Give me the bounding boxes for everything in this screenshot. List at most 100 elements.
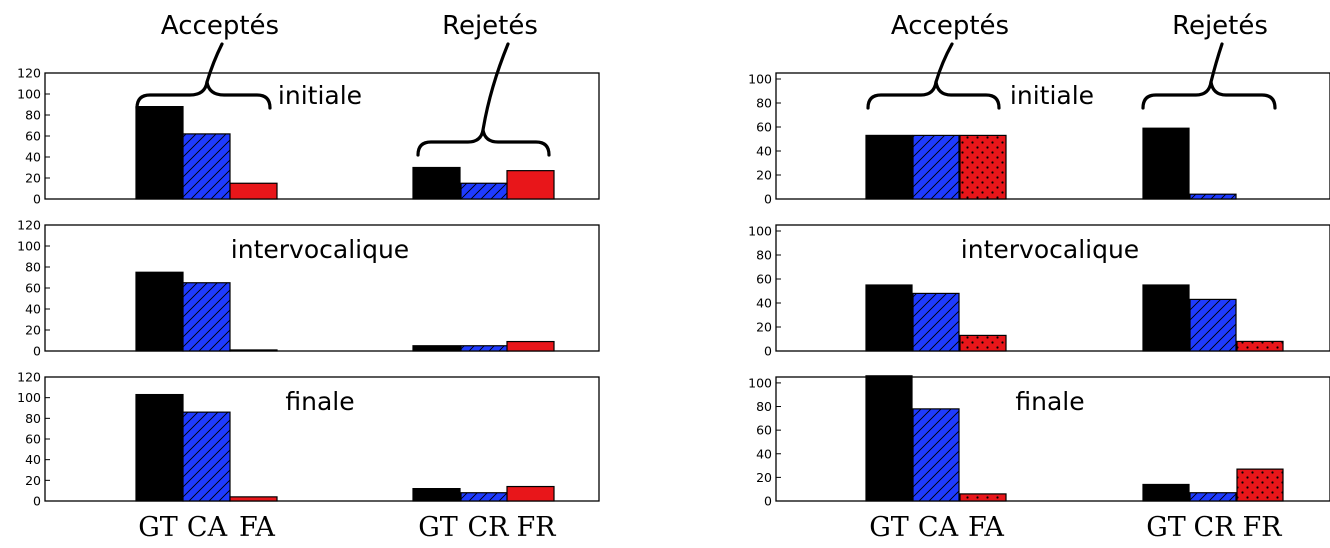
left-rejected-pointer bbox=[481, 42, 510, 132]
right-accepted-pointer bbox=[934, 42, 954, 84]
bar-hatch bbox=[1190, 492, 1236, 501]
bars bbox=[865, 284, 1284, 352]
y-tick-label: 20 bbox=[756, 168, 772, 183]
y-tick-label: 100 bbox=[748, 72, 772, 87]
bar-hatch bbox=[461, 183, 508, 199]
y-tick-label: 60 bbox=[25, 432, 41, 447]
bar-hatch bbox=[1190, 299, 1236, 351]
left-panel-initiale: 0 20 40 60 80 100 120 initiale bbox=[17, 66, 600, 207]
y-tick-label: 0 bbox=[764, 344, 772, 359]
bar-hatch bbox=[913, 135, 959, 199]
y-tick-label: 20 bbox=[756, 470, 772, 485]
panel-title: intervocalique bbox=[961, 235, 1139, 264]
y-tick-label: 100 bbox=[17, 390, 41, 405]
bar-hatch bbox=[1237, 469, 1283, 501]
y-tick-label: 40 bbox=[756, 296, 772, 311]
y-tick-label: 0 bbox=[764, 192, 772, 207]
bar-hatch bbox=[1190, 194, 1236, 199]
category-label: GT bbox=[138, 512, 178, 543]
bar-hatch bbox=[960, 335, 1006, 351]
bar-hatch bbox=[461, 345, 508, 351]
bar-gt bbox=[135, 105, 184, 200]
y-tick-label: 100 bbox=[17, 87, 41, 102]
bar-hatch bbox=[913, 293, 959, 351]
y-tick-label: 20 bbox=[25, 473, 41, 488]
y-ticks: 0 20 40 60 80 100 bbox=[748, 72, 781, 207]
bar-hatch bbox=[913, 408, 959, 501]
bar-fr bbox=[506, 485, 555, 502]
bar-gt bbox=[135, 393, 184, 502]
y-tick-label: 60 bbox=[756, 272, 772, 287]
category-label: FR bbox=[1242, 512, 1282, 543]
right-panel-finale: 0 20 40 60 80 100 finale bbox=[748, 375, 1330, 509]
bars bbox=[135, 105, 555, 200]
bar-gt bbox=[1142, 483, 1190, 502]
y-tick-label: 0 bbox=[33, 192, 41, 207]
right-rejected-label: Rejetés bbox=[1172, 11, 1268, 41]
y-ticks: 0 20 40 60 80 100 bbox=[748, 224, 781, 359]
bar-hatch bbox=[183, 412, 230, 501]
axes-frame bbox=[775, 224, 1330, 352]
y-tick-label: 40 bbox=[25, 452, 41, 467]
axes-frame bbox=[775, 376, 1330, 502]
y-tick-label: 0 bbox=[764, 494, 772, 509]
category-label: CR bbox=[1194, 512, 1236, 543]
panel-title: initiale bbox=[1010, 81, 1094, 110]
y-tick-label: 80 bbox=[756, 399, 772, 414]
bar-gt bbox=[412, 166, 461, 200]
bar-fr bbox=[506, 340, 555, 352]
category-label: CA bbox=[918, 512, 959, 543]
y-tick-label: 20 bbox=[25, 323, 41, 338]
right-rejected-pointer bbox=[1209, 42, 1224, 84]
bar-hatch bbox=[461, 492, 508, 501]
left-panel-intervocalique: 0 20 40 60 80 100 120 intervocalique bbox=[17, 218, 600, 359]
y-tick-label: 120 bbox=[17, 218, 41, 233]
y-tick-label: 0 bbox=[33, 344, 41, 359]
y-tick-label: 80 bbox=[25, 411, 41, 426]
category-label: CA bbox=[187, 512, 228, 543]
panel-title: finale bbox=[1015, 387, 1084, 416]
left-accepted-label: Acceptés bbox=[161, 11, 279, 41]
y-tick-label: 20 bbox=[25, 171, 41, 186]
axes-frame bbox=[775, 72, 1330, 200]
bars bbox=[135, 271, 555, 352]
left-rejected-label: Rejetés bbox=[442, 11, 538, 41]
y-tick-label: 40 bbox=[756, 446, 772, 461]
y-ticks: 0 20 40 60 80 100 120 bbox=[17, 218, 50, 359]
y-tick-label: 120 bbox=[17, 370, 41, 385]
y-tick-label: 60 bbox=[25, 129, 41, 144]
bar-gt bbox=[865, 134, 913, 200]
y-tick-label: 40 bbox=[25, 302, 41, 317]
bar-hatch bbox=[1237, 341, 1283, 351]
y-tick-label: 20 bbox=[756, 320, 772, 335]
panel-title: initiale bbox=[278, 81, 362, 110]
left-accepted-pointer bbox=[205, 42, 224, 84]
y-ticks: 0 20 40 60 80 100 120 bbox=[17, 66, 50, 207]
right-accepted-label: Acceptés bbox=[891, 11, 1009, 41]
y-tick-label: 80 bbox=[756, 248, 772, 263]
y-tick-label: 100 bbox=[748, 224, 772, 239]
category-label: FA bbox=[239, 512, 275, 543]
bar-gt bbox=[135, 271, 184, 352]
panel-title: finale bbox=[285, 387, 354, 416]
y-ticks: 0 20 40 60 80 100 bbox=[748, 375, 781, 509]
bar-gt bbox=[865, 375, 913, 502]
bars bbox=[865, 375, 1284, 502]
category-label: GT bbox=[418, 512, 458, 543]
y-tick-label: 80 bbox=[756, 96, 772, 111]
bar-fa bbox=[229, 349, 278, 352]
bars bbox=[865, 127, 1237, 200]
right-panel-initiale: 0 20 40 60 80 100 initiale bbox=[748, 72, 1330, 207]
bar-hatch bbox=[960, 135, 1006, 199]
right-panel-intervocalique: 0 20 40 60 80 100 intervocalique bbox=[748, 224, 1330, 359]
y-tick-label: 40 bbox=[756, 144, 772, 159]
bar-hatch bbox=[960, 493, 1006, 501]
bar-fr bbox=[506, 170, 555, 200]
bars bbox=[135, 393, 555, 502]
bar-fa bbox=[229, 182, 278, 200]
left-category-labels: GT CA FA GT CR FR bbox=[138, 512, 556, 543]
category-label: FA bbox=[968, 512, 1004, 543]
y-tick-label: 80 bbox=[25, 260, 41, 275]
category-label: FR bbox=[516, 512, 556, 543]
y-tick-label: 40 bbox=[25, 150, 41, 165]
